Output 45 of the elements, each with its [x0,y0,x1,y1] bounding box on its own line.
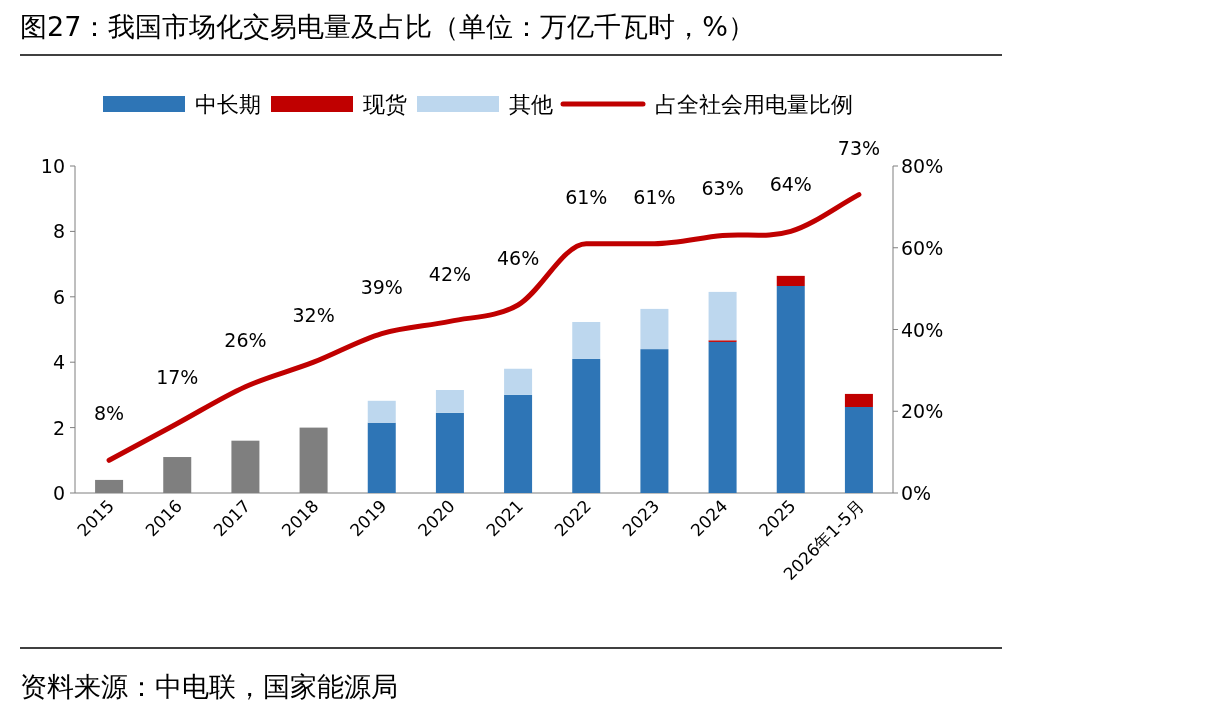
y-tick-label: 6 [52,285,65,308]
bar [504,394,533,493]
bar [367,422,396,493]
bar [776,275,805,287]
bar [708,341,737,493]
bar [435,412,464,493]
bar [504,368,533,395]
bar [776,286,805,493]
legend-label: 现货 [363,92,407,117]
data-label: 61% [633,185,676,208]
y-tick-label: 8 [52,220,65,243]
chart-title: 图27：我国市场化交易电量及占比（单位：万亿千瓦时，%） [20,11,756,42]
bar [844,393,873,407]
data-label: 26% [224,328,267,351]
y2-tick-label: 80% [901,155,944,177]
data-label: 8% [94,402,125,425]
y2-tick-label: 20% [901,400,944,423]
bar [640,308,669,350]
bar [708,291,737,341]
y2-tick-label: 0% [901,482,932,504]
y-tick-label: 0 [52,482,65,504]
data-label: 63% [701,177,744,200]
bar [435,390,464,413]
bar [844,407,873,493]
legend-label: 其他 [509,92,553,117]
data-label: 42% [428,263,472,286]
data-label: 32% [292,304,335,327]
y-tick-label: 4 [52,351,65,374]
bar [572,321,601,359]
bar [640,349,669,493]
legend-label: 占全社会用电量比例 [655,92,853,117]
data-label: 64% [769,173,812,196]
bar [367,400,396,423]
data-label: 17% [156,365,199,388]
data-label: 73% [837,136,881,159]
y-tick-label: 10 [40,155,65,177]
data-label: 46% [496,246,540,269]
y-tick-label: 2 [52,416,65,439]
text: 资料来源：中电联，国家能源局 [20,671,398,702]
legend-label: 中长期 [195,92,261,117]
data-label: 61% [565,185,608,208]
data-label: 39% [360,275,403,298]
y2-tick-label: 40% [901,318,944,341]
y2-tick-label: 60% [901,236,944,259]
bar [572,358,601,493]
